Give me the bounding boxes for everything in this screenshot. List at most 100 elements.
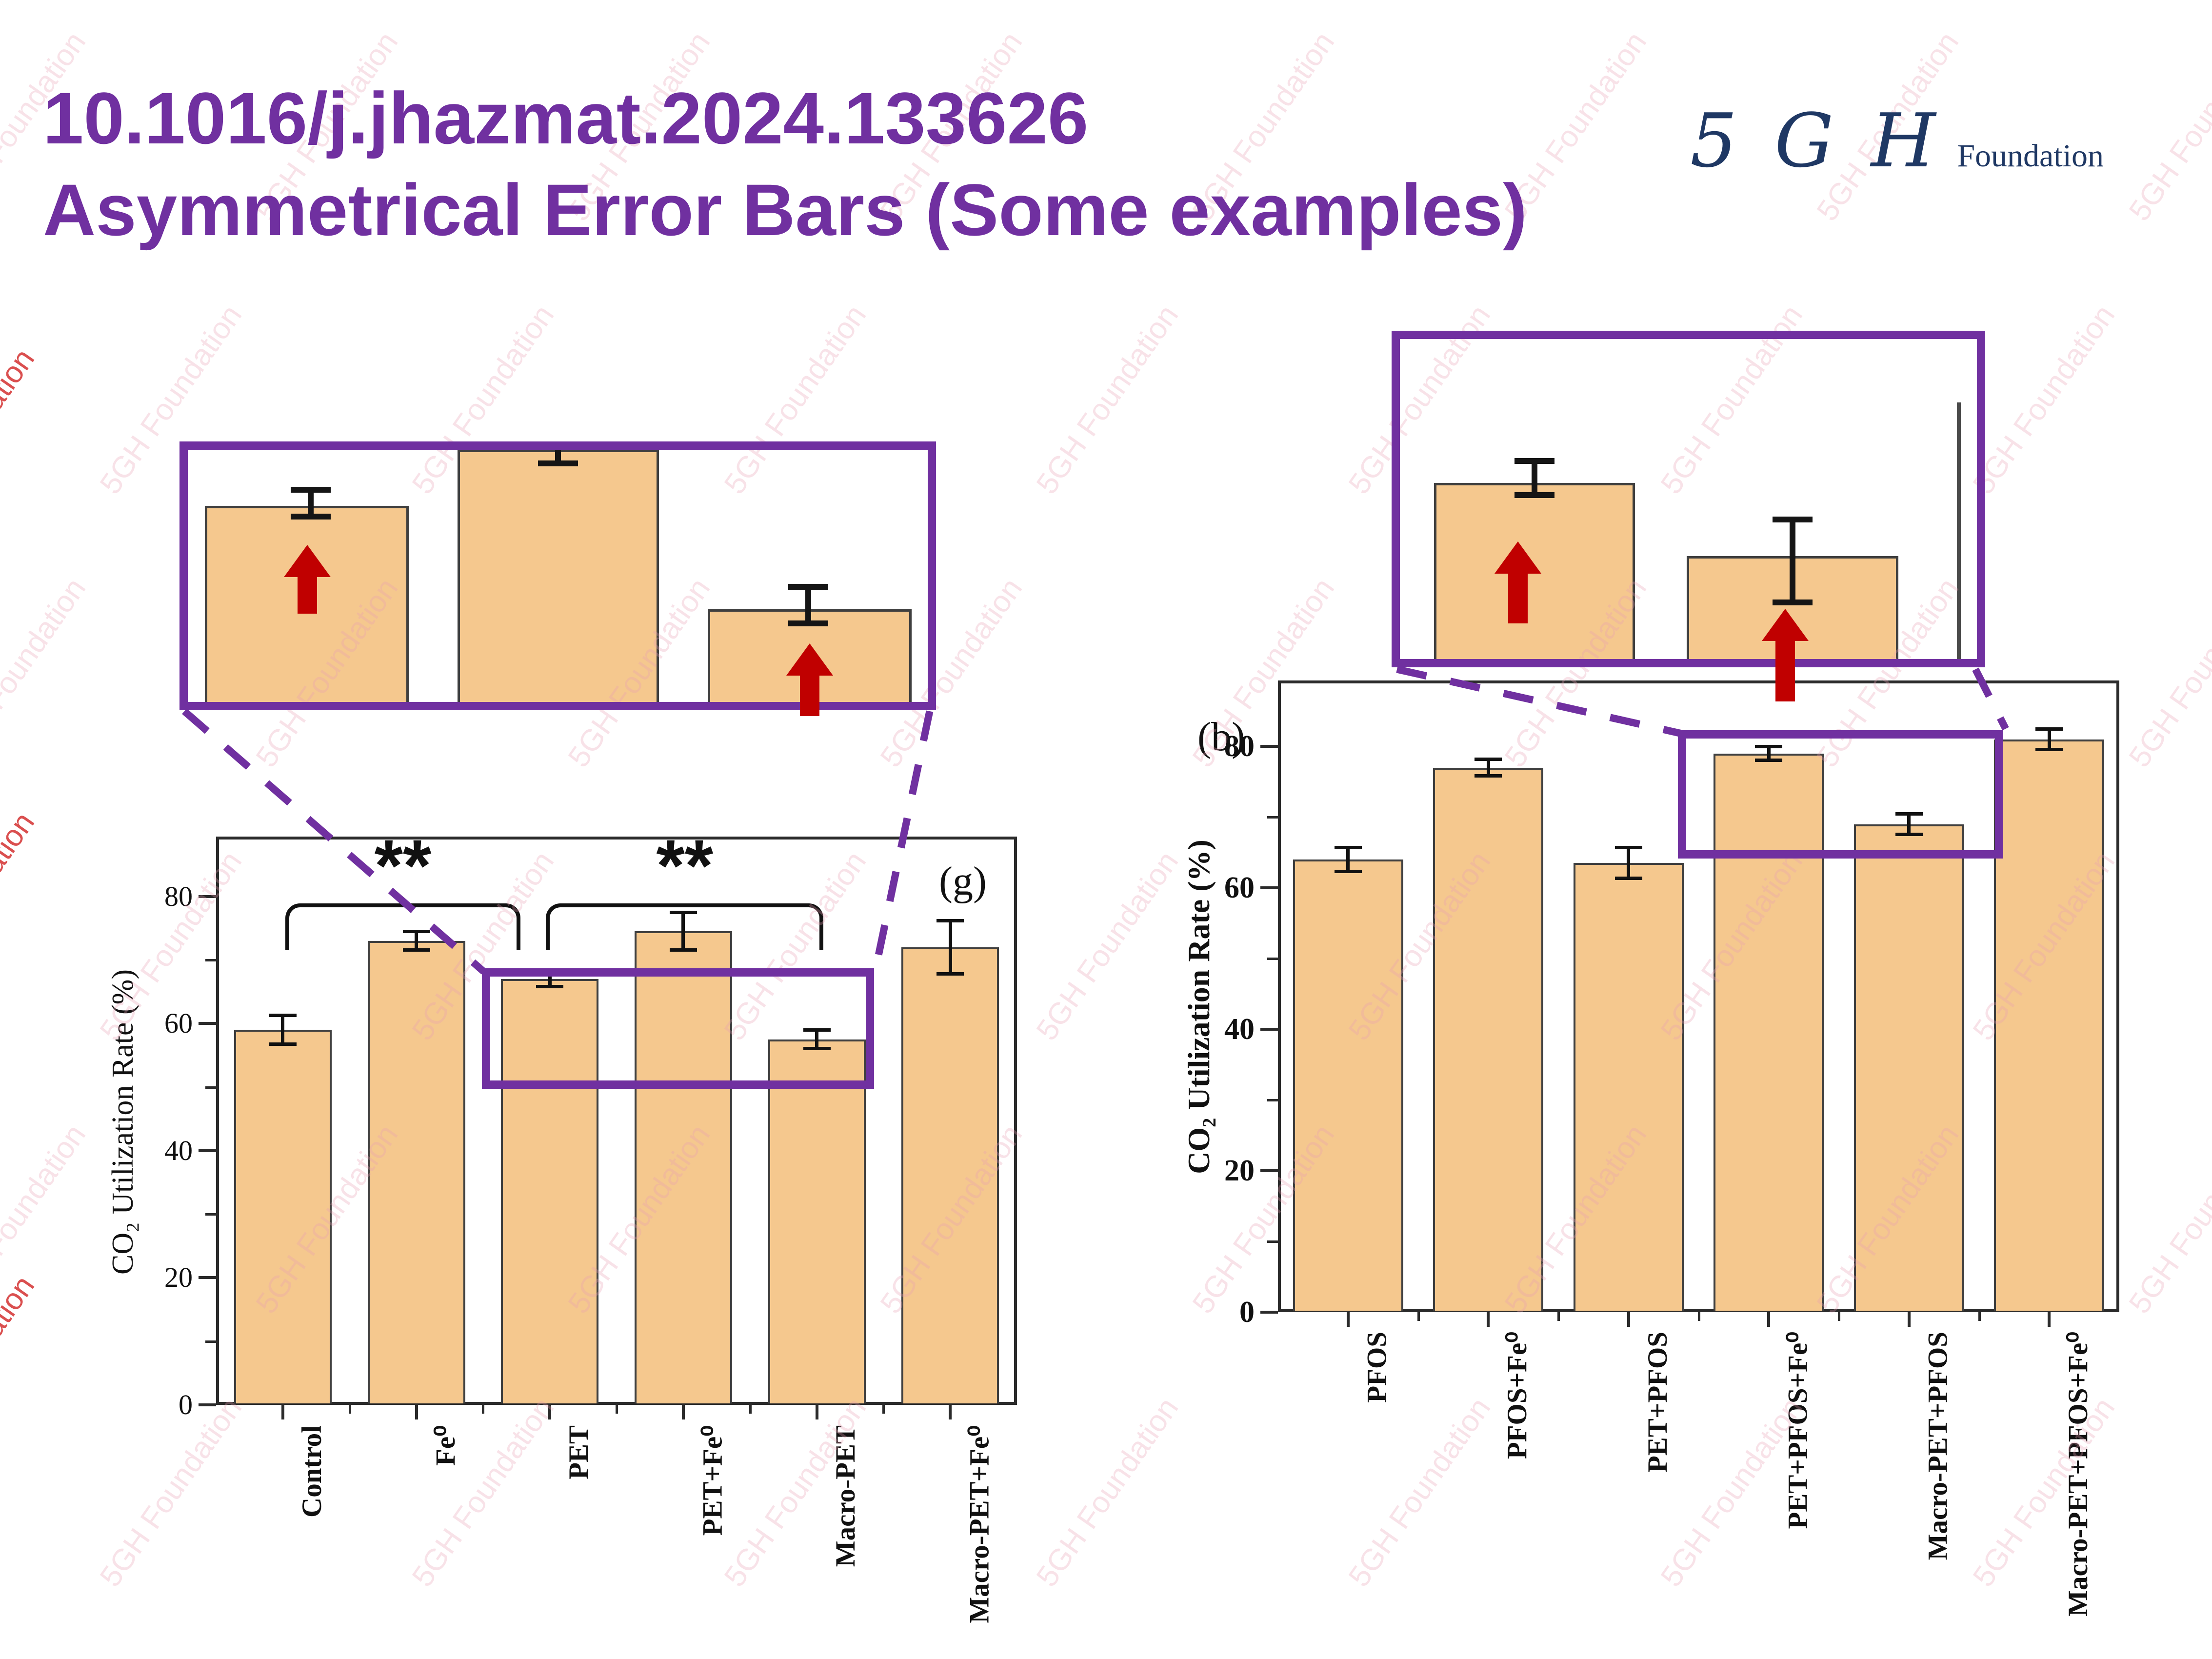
x-tick <box>548 1405 552 1419</box>
error-bar-macro-pet-pfos-fe <box>2047 728 2051 750</box>
x-minor-tick <box>749 1405 752 1414</box>
bar-pfos-fe <box>1433 767 1544 1311</box>
red-up-arrow-macro-pet-pfos-shaft <box>1775 640 1795 701</box>
x-minor-tick <box>1557 1312 1560 1321</box>
inset-error-macro-pet <box>805 587 811 623</box>
watermark-text: 5GH Foundation <box>93 1392 249 1593</box>
inset-error-pet <box>308 490 314 517</box>
right-zoom-inset-border <box>1392 331 1985 667</box>
inset-error-pet-pfos-fe <box>1532 461 1537 495</box>
error-bar-cap <box>2035 727 2063 731</box>
y-minor-tick <box>205 1086 216 1089</box>
error-bar-pet-fe <box>681 912 685 951</box>
x-tick <box>681 1405 685 1419</box>
error-bar-cap <box>1755 759 1783 762</box>
x-category-label: Macro-PET+Fe⁰ <box>964 1425 995 1623</box>
red-up-arrow-pet-shaft <box>298 576 317 614</box>
x-category-label: PET <box>563 1425 595 1479</box>
bar-pet-pfos <box>1573 863 1684 1311</box>
inset-error-pet-fe <box>555 450 561 463</box>
inset-error-macro-pet-cap <box>788 584 828 590</box>
inset-axis-remnant-line <box>1957 402 1961 659</box>
watermark-text: 5GH Foundation <box>405 1392 561 1593</box>
watermark-text-red: 5GH Foundation <box>0 806 41 1007</box>
y-tick <box>199 1403 216 1406</box>
x-tick <box>1346 1312 1350 1327</box>
x-category-label: PET+PFOS <box>1642 1332 1673 1473</box>
inset-error-pet-fe-cap <box>538 460 578 466</box>
x-minor-tick <box>348 1405 351 1414</box>
y-minor-tick <box>1267 816 1278 819</box>
y-tick-label: 40 <box>1224 1013 1255 1046</box>
error-bar-control <box>281 1015 285 1045</box>
error-bar-cap <box>803 1047 831 1051</box>
error-bar-cap <box>402 948 430 952</box>
chart-g-ylabel: CO₂ Utilization Rate (%) <box>106 969 139 1275</box>
x-minor-tick <box>1978 1312 1981 1321</box>
inset-error-pet-cap <box>291 514 331 520</box>
bar-macro-pet-pfos-fe <box>1994 739 2105 1311</box>
y-minor-tick <box>205 959 216 961</box>
y-tick <box>199 1149 216 1152</box>
x-tick <box>1767 1312 1771 1327</box>
x-minor-tick <box>1838 1312 1840 1321</box>
y-minor-tick <box>205 1340 216 1343</box>
x-tick <box>1907 1312 1911 1327</box>
bar-pet-pfos-fe <box>1714 753 1824 1311</box>
red-up-arrow-pet-pfos-fe <box>1495 541 1541 574</box>
error-bar-cap <box>1895 833 1923 837</box>
red-up-arrow-macro-pet-shaft <box>800 675 819 716</box>
watermark-text: 5GH Foundation <box>1030 1392 1185 1593</box>
error-bar-cap <box>1614 877 1642 880</box>
inset-error-macro-pet-pfos-cap <box>1773 600 1813 605</box>
bar-pfos <box>1293 859 1403 1311</box>
watermark-text-red: 5GH Foundation <box>0 343 41 544</box>
error-bar-cap <box>1475 774 1502 778</box>
x-category-label: Fe⁰ <box>430 1425 461 1466</box>
y-tick <box>1260 886 1278 889</box>
error-bar-cap <box>1755 745 1783 748</box>
x-category-label: PFOS+Fe⁰ <box>1502 1332 1533 1459</box>
error-bar-cap <box>1334 869 1362 873</box>
x-minor-tick <box>616 1405 618 1414</box>
y-tick <box>1260 745 1278 748</box>
error-bar-cap <box>269 1014 297 1018</box>
chart-g-panel-label: (g) <box>939 859 987 904</box>
slide-title: Asymmetrical Error Bars (Some examples) <box>43 169 1528 251</box>
bar-control <box>234 1030 332 1403</box>
watermark-text-red: 5GH Foundation <box>0 0 41 81</box>
x-minor-tick <box>882 1405 885 1414</box>
red-up-arrow-pet-pfos-fe-shaft <box>1508 573 1528 623</box>
y-tick <box>1260 1169 1278 1172</box>
error-bar-cap <box>536 984 564 988</box>
error-bar-cap <box>269 1042 297 1046</box>
chart-b-ylabel: CO₂ Utilization Rate (%) <box>1181 839 1216 1174</box>
x-category-label: Macro-PET+PFOS+Fe⁰ <box>2063 1332 2094 1617</box>
y-tick-label: 60 <box>164 1007 193 1039</box>
error-bar-macro-pet <box>815 1030 818 1049</box>
error-bar-cap <box>669 911 697 915</box>
significance-bracket <box>285 903 521 950</box>
x-category-label: Macro-PET+PFOS <box>1922 1332 1953 1560</box>
x-category-label: Control <box>296 1425 327 1518</box>
x-tick <box>415 1405 418 1419</box>
y-tick-label: 60 <box>1224 871 1255 904</box>
error-bar-pet <box>548 971 552 987</box>
inset-error-macro-pet-cap <box>788 620 828 626</box>
x-category-label: PET+PFOS+Fe⁰ <box>1782 1332 1813 1529</box>
error-bar-cap <box>1475 758 1502 761</box>
red-up-arrow-pet <box>284 545 331 577</box>
error-bar-cap <box>937 919 964 923</box>
x-minor-tick <box>482 1405 485 1414</box>
watermark-text: 5GH Foundation <box>1966 299 2122 500</box>
error-bar-cap <box>669 948 697 952</box>
error-bar-cap <box>1334 846 1362 850</box>
error-bar-cap <box>803 1028 831 1032</box>
watermark-text: 5GH Foundation <box>1342 1392 1497 1593</box>
watermark-text: 5GH Foundation <box>1030 299 1185 500</box>
error-bar-cap <box>937 972 964 976</box>
significance-stars: ** <box>656 824 714 906</box>
red-up-arrow-macro-pet <box>786 643 833 676</box>
bar-macro-pet-pfos <box>1853 824 1964 1311</box>
y-minor-tick <box>1267 1240 1278 1243</box>
